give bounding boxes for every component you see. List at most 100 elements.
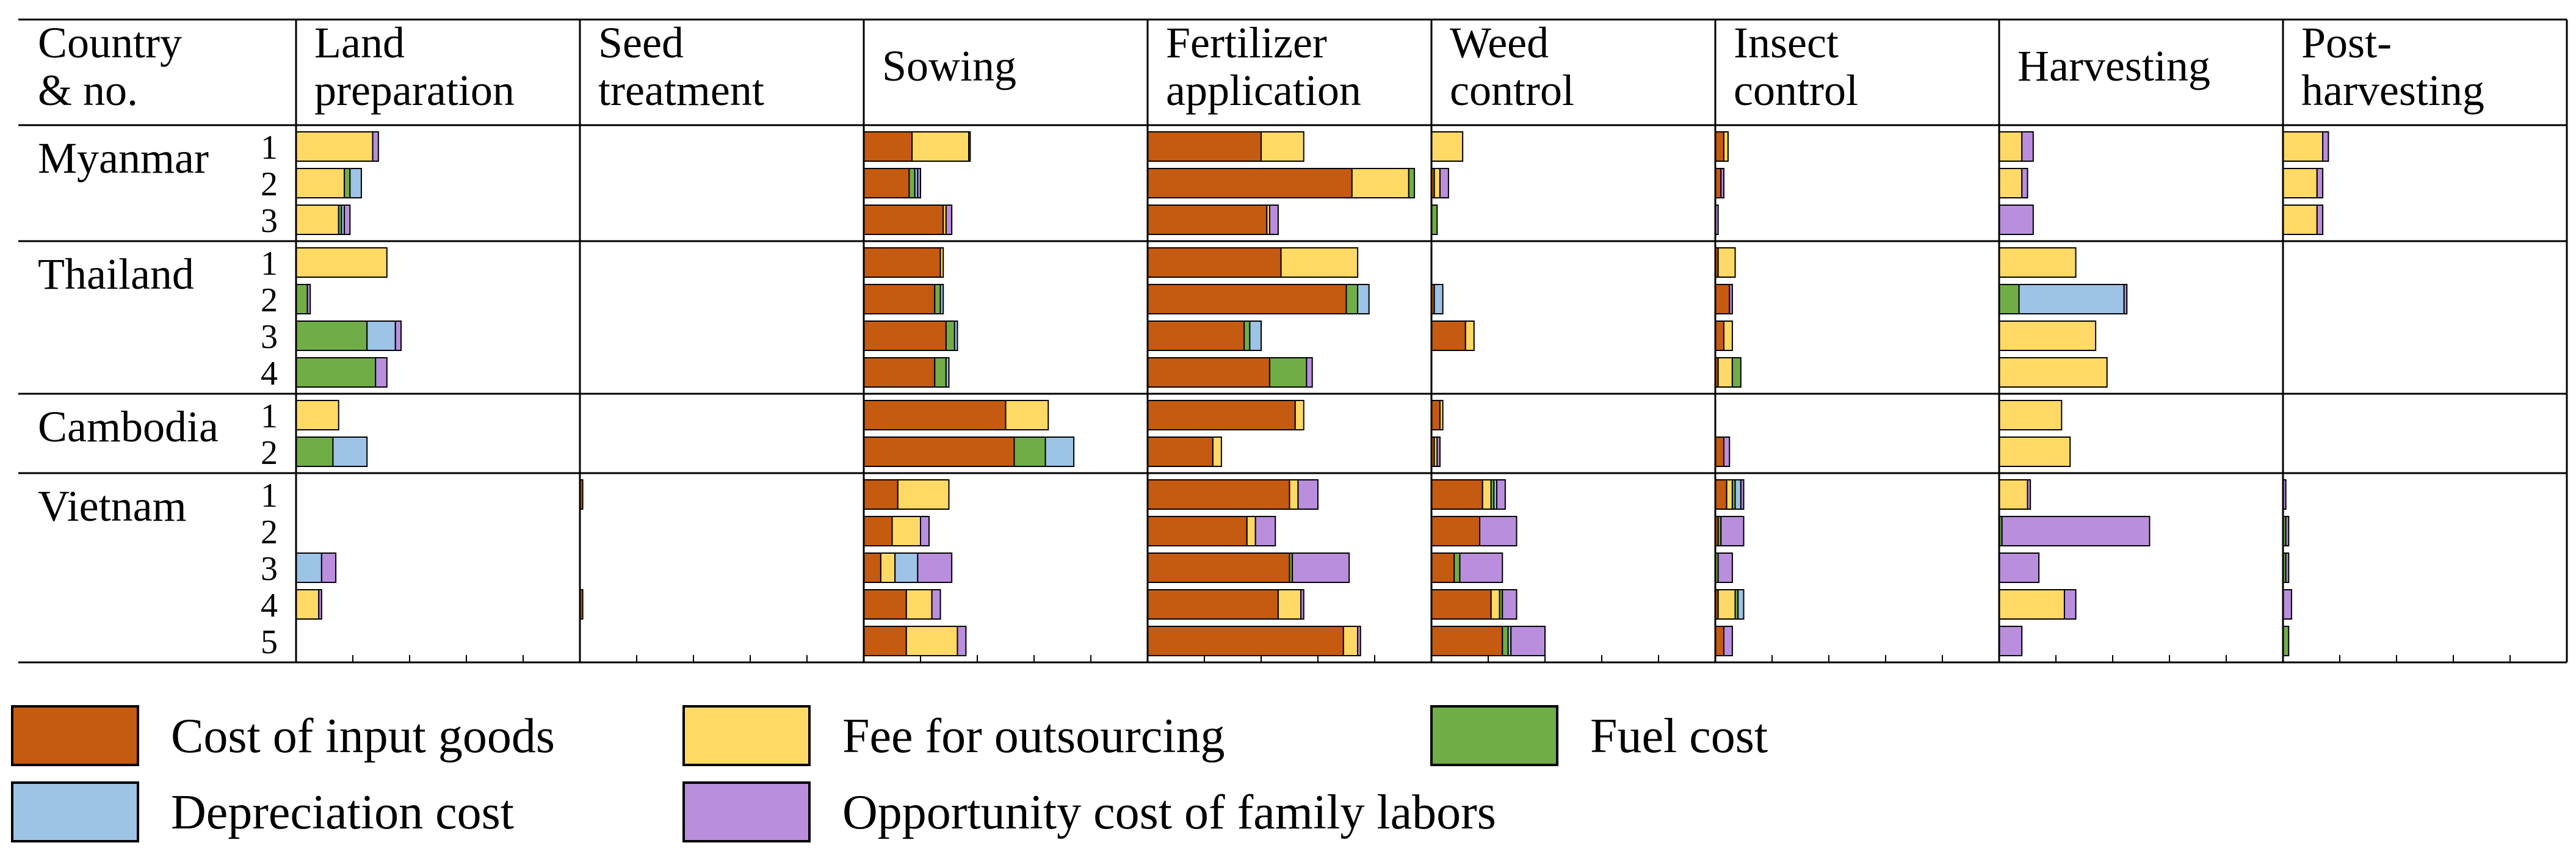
stage-header-post-harvesting: harvesting (2301, 66, 2484, 115)
bar-segment-vietnam-3-weed-control-family (1459, 552, 1503, 583)
bar-segment-thailand-3-insect-control-outsourcing (1723, 321, 1733, 351)
bar-segment-myanmar-3-harvesting-family (1999, 205, 2034, 235)
country-label-cambodia: Cambodia (38, 402, 219, 451)
bar-segment-myanmar-1-sowing-outsourcing (911, 131, 970, 162)
bar-segment-vietnam-4-weed-control-input (1431, 589, 1492, 620)
bar-segment-myanmar-1-land-preparation-family (372, 131, 379, 162)
bar-segment-thailand-2-weed-control-depreciation (1433, 284, 1444, 314)
bar-segment-thailand-2-land-preparation-fuel (295, 284, 308, 314)
legend-label-fuel: Fuel cost (1590, 709, 1768, 763)
bar-segment-thailand-2-sowing-input (863, 284, 936, 314)
bar-segment-thailand-4-insect-control-fuel (1731, 357, 1742, 388)
bar-segment-vietnam-3-weed-control-fuel (1453, 552, 1461, 583)
legend-item-depreciation: Depreciation cost (11, 781, 621, 849)
legend-item-family: Opportunity cost of family labors (682, 781, 1598, 849)
bar-segment-vietnam-4-insect-control-outsourcing (1717, 589, 1736, 620)
bar-segment-vietnam-2-weed-control-input (1431, 516, 1481, 546)
bar-segment-thailand-3-land-preparation-depreciation (366, 321, 396, 351)
legend-label-outsourcing: Fee for outsourcing (842, 709, 1225, 763)
bar-segment-cambodia-1-land-preparation-outsourcing (295, 400, 339, 430)
bar-segment-thailand-1-fertilizer-application-input (1147, 247, 1282, 278)
bar-segment-thailand-2-insect-control-family (1729, 284, 1733, 314)
bar-segment-thailand-4-insect-control-outsourcing (1717, 357, 1733, 388)
bar-segment-thailand-2-sowing-fuel (934, 284, 941, 314)
bar-segment-vietnam-5-weed-control-input (1431, 626, 1503, 656)
legend-item-fuel: Fuel cost (1430, 705, 1919, 772)
bar-segment-vietnam-4-weed-control-family (1502, 589, 1518, 620)
bar-segment-myanmar-1-harvesting-outsourcing (1999, 131, 2023, 162)
case-number-label: 4 (261, 355, 278, 393)
bar-segment-vietnam-2-sowing-family (920, 516, 930, 546)
bar-segment-vietnam-1-insect-control-outsourcing (1726, 479, 1733, 510)
bar-segment-myanmar-3-land-preparation-outsourcing (295, 205, 339, 235)
bar-segment-myanmar-2-sowing-input (863, 168, 910, 198)
bar-segment-myanmar-1-post-harvesting-family (2322, 131, 2329, 162)
stage-header-weed-control: Weed (1450, 18, 1549, 67)
legend-swatch-fuel (1430, 705, 1558, 766)
bar-segment-cambodia-1-weed-control-outsourcing (1439, 400, 1444, 430)
bar-segment-thailand-4-harvesting-outsourcing (1999, 357, 2108, 388)
bar-segment-thailand-3-fertilizer-application-input (1147, 321, 1245, 351)
bar-segment-vietnam-5-insect-control-input (1715, 626, 1724, 656)
bar-segment-thailand-1-fertilizer-application-outsourcing (1280, 247, 1359, 278)
bar-segment-vietnam-5-weed-control-family (1510, 626, 1546, 656)
case-number-label: 1 (261, 477, 278, 515)
stage-header-weed-control: control (1450, 66, 1574, 115)
bar-segment-vietnam-2-sowing-outsourcing (891, 516, 921, 546)
bar-segment-myanmar-2-fertilizer-application-input (1147, 168, 1353, 198)
bar-segment-myanmar-3-sowing-family (945, 205, 953, 235)
bar-segment-myanmar-2-sowing-family (917, 168, 921, 198)
legend-label-family: Opportunity cost of family labors (842, 786, 1496, 839)
bar-segment-thailand-3-fertilizer-application-fuel (1243, 321, 1251, 351)
bar-segment-thailand-2-harvesting-fuel (1999, 284, 2020, 314)
bar-segment-thailand-2-fertilizer-application-fuel (1345, 284, 1359, 314)
bar-segment-cambodia-2-land-preparation-depreciation (332, 436, 368, 467)
bar-segment-thailand-3-sowing-input (863, 321, 947, 351)
bar-segment-vietnam-4-fertilizer-application-input (1147, 589, 1279, 620)
bar-segment-vietnam-4-land-preparation-outsourcing (295, 589, 320, 620)
legend-swatch-outsourcing (682, 705, 811, 766)
bar-segment-myanmar-2-sowing-fuel (908, 168, 916, 198)
bar-segment-cambodia-2-land-preparation-fuel (295, 436, 334, 467)
bar-segment-vietnam-2-weed-control-family (1479, 516, 1518, 546)
country-label-thailand: Thailand (38, 250, 194, 299)
bar-segment-cambodia-1-fertilizer-application-outsourcing (1294, 400, 1304, 430)
bar-segment-thailand-4-sowing-depreciation (945, 357, 950, 388)
bar-segment-myanmar-1-insect-control-outsourcing (1723, 131, 1729, 162)
bar-segment-thailand-4-sowing-input (863, 357, 936, 388)
bar-segment-thailand-1-land-preparation-outsourcing (295, 247, 388, 278)
bar-segment-thailand-1-insect-control-outsourcing (1717, 247, 1736, 278)
bar-segment-vietnam-3-sowing-family (917, 552, 953, 583)
case-number-label: 4 (261, 587, 278, 625)
bar-segment-thailand-1-sowing-input (863, 247, 941, 278)
country-label-vietnam: Vietnam (38, 482, 187, 531)
bar-segment-myanmar-2-fertilizer-application-fuel (1408, 168, 1416, 198)
case-number-label: 2 (261, 281, 278, 319)
bar-segment-vietnam-1-insect-control-depreciation (1734, 479, 1742, 510)
bar-segment-myanmar-3-sowing-input (863, 205, 944, 235)
case-number-label: 2 (261, 513, 278, 551)
bar-segment-cambodia-2-sowing-input (863, 436, 1015, 467)
bar-segment-vietnam-1-insect-control-family (1740, 479, 1745, 510)
bar-segment-thailand-4-land-preparation-fuel (295, 357, 377, 388)
legend-item-outsourcing: Fee for outsourcing (682, 705, 1293, 772)
bar-segment-vietnam-3-sowing-depreciation (894, 552, 919, 583)
bar-segment-myanmar-1-post-harvesting-outsourcing (2282, 131, 2324, 162)
case-number-label: 1 (261, 245, 278, 283)
bar-segment-vietnam-1-sowing-input (863, 479, 899, 510)
bar-segment-cambodia-1-fertilizer-application-input (1147, 400, 1296, 430)
bar-segment-myanmar-1-fertilizer-application-input (1147, 131, 1262, 162)
case-number-label: 5 (261, 623, 278, 661)
bar-segment-vietnam-3-harvesting-family (1999, 552, 2040, 583)
bar-segment-vietnam-4-sowing-outsourcing (905, 589, 933, 620)
bar-segment-cambodia-2-sowing-fuel (1013, 436, 1046, 467)
stage-header-insect-control: control (1734, 66, 1858, 115)
bar-segment-myanmar-2-weed-control-family (1439, 168, 1449, 198)
bar-segment-vietnam-2-insect-control-family (1720, 516, 1745, 546)
bar-segment-myanmar-3-fertilizer-application-family (1268, 205, 1279, 235)
bar-segment-thailand-3-harvesting-outsourcing (1999, 321, 2097, 351)
case-number-label: 3 (261, 202, 278, 240)
case-number-label: 2 (261, 165, 278, 203)
bar-segment-vietnam-4-sowing-family (931, 589, 941, 620)
